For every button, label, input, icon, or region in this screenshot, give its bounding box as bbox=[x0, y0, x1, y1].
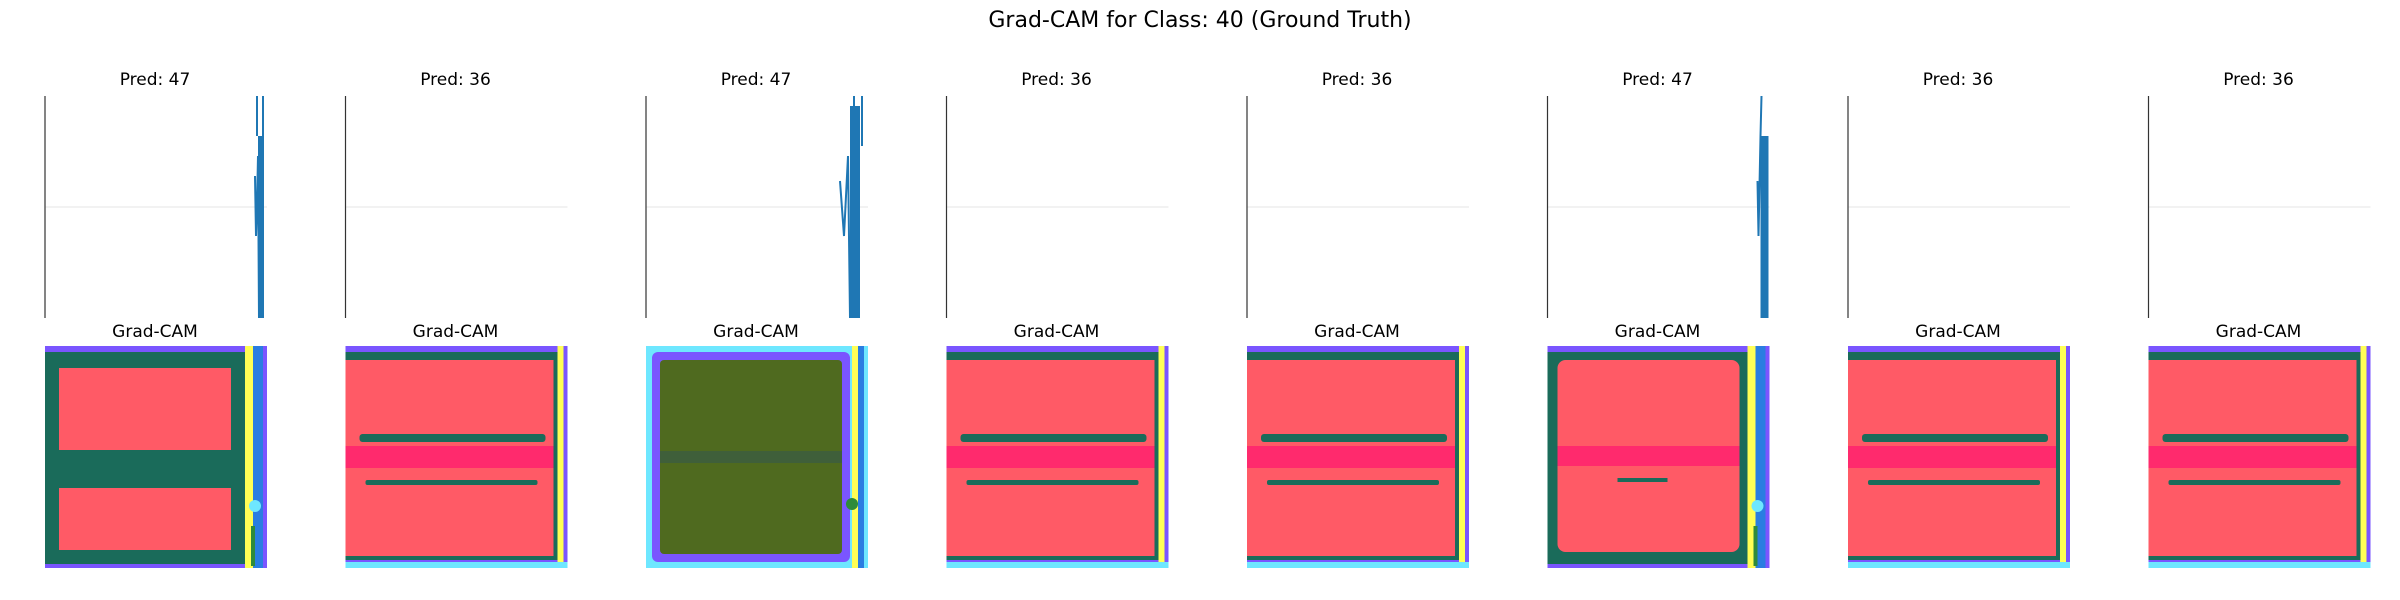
heatmap-edge-detail bbox=[1753, 526, 1758, 566]
gradcam-panel-6 bbox=[1547, 346, 1770, 568]
heatmap-band bbox=[1557, 446, 1740, 466]
heatmap-band bbox=[946, 446, 1155, 468]
heatmap-stripe bbox=[1267, 480, 1439, 485]
pred-label-7: Pred: 36 bbox=[1922, 70, 1994, 90]
pred-label-6: Pred: 47 bbox=[1622, 70, 1693, 90]
heatmap-stripe bbox=[2162, 434, 2349, 442]
pred-label-2: Pred: 36 bbox=[420, 70, 491, 90]
heatmap-red-block bbox=[59, 368, 231, 450]
signal-panel-3 bbox=[645, 96, 868, 319]
heatmap-edge bbox=[858, 346, 864, 568]
heatmap-red-block bbox=[59, 488, 231, 550]
heatmap-stripe bbox=[1617, 478, 1668, 482]
signal-panel-8 bbox=[2147, 96, 2371, 318]
signal-trace bbox=[1756, 95, 1763, 237]
gradcam-label-6: Grad-CAM bbox=[1614, 322, 1701, 342]
heatmap-bottom-edge bbox=[946, 562, 1169, 568]
heatmap-stripe bbox=[966, 480, 1139, 485]
signal-panel-4 bbox=[945, 96, 1169, 318]
heatmap-stripe bbox=[1261, 434, 1447, 442]
heatmap-stripe bbox=[1862, 434, 2048, 442]
gradcam-panel-5 bbox=[1247, 346, 1469, 568]
signal-trace bbox=[839, 155, 851, 319]
heatmap-stripe bbox=[359, 434, 546, 442]
heatmap-band bbox=[2148, 446, 2357, 468]
heatmap-edge bbox=[253, 346, 263, 568]
gradcam-label-4: Grad-CAM bbox=[1013, 322, 1100, 342]
gradcam-label-5: Grad-CAM bbox=[1314, 322, 1400, 342]
signal-trace bbox=[258, 136, 262, 318]
gradcam-label-3: Grad-CAM bbox=[713, 322, 799, 342]
heatmap-bottom-edge bbox=[345, 562, 568, 568]
pred-label-3: Pred: 47 bbox=[720, 70, 792, 90]
signal-panel-7 bbox=[1847, 96, 2070, 318]
heatmap-edge bbox=[2360, 346, 2367, 568]
gradcam-panel-3 bbox=[646, 346, 868, 568]
heatmap-edge bbox=[557, 346, 564, 568]
heatmap-spot bbox=[249, 500, 261, 512]
heatmap-band bbox=[345, 446, 554, 468]
figure-title: Grad-CAM for Class: 40 (Ground Truth) bbox=[988, 8, 1412, 33]
gradcam-label-8: Grad-CAM bbox=[2215, 322, 2302, 342]
heatmap-edge bbox=[1755, 346, 1766, 568]
heatmap-bottom-edge bbox=[1848, 562, 2070, 568]
heatmap-band bbox=[1247, 446, 1455, 468]
heatmap-stripe bbox=[1868, 480, 2040, 485]
heatmap-edge bbox=[2060, 346, 2066, 568]
signal-trace bbox=[1760, 136, 1769, 318]
pred-label-1: Pred: 47 bbox=[119, 70, 191, 90]
signal-panel-6 bbox=[1546, 95, 1770, 318]
gradcam-panel-7 bbox=[1848, 346, 2070, 568]
heatmap-edge bbox=[1158, 346, 1165, 568]
pred-label-5: Pred: 36 bbox=[1321, 70, 1393, 90]
heatmap-edge bbox=[245, 346, 253, 568]
signal-trace bbox=[850, 106, 860, 318]
signal-panel-2 bbox=[344, 96, 568, 318]
heatmap-edge bbox=[1459, 346, 1465, 568]
heatmap-stripe bbox=[365, 480, 538, 485]
heatmap-edge bbox=[852, 346, 858, 568]
heatmap-spot bbox=[1751, 500, 1764, 512]
gradcam-panel-4 bbox=[946, 346, 1169, 568]
pred-label-4: Pred: 36 bbox=[1021, 70, 1092, 90]
gradcam-label-2: Grad-CAM bbox=[412, 322, 499, 342]
heatmap-edge bbox=[1747, 346, 1756, 568]
gradcam-label-1: Grad-CAM bbox=[112, 322, 198, 342]
heatmap-stripe bbox=[960, 434, 1147, 442]
gradcam-panel-1 bbox=[45, 346, 267, 568]
pred-label-8: Pred: 36 bbox=[2223, 70, 2294, 90]
heatmap-stripe bbox=[2168, 480, 2341, 485]
gradcam-panel-2 bbox=[345, 346, 568, 568]
heatmap-bottom-edge bbox=[1247, 562, 1469, 568]
signal-panel-5 bbox=[1246, 96, 1469, 318]
gradcam-panel-8 bbox=[2148, 346, 2371, 568]
heatmap-bottom-edge bbox=[2148, 562, 2371, 568]
gradcam-label-7: Grad-CAM bbox=[1915, 322, 2001, 342]
heatmap-edge-detail bbox=[251, 526, 255, 566]
heatmap-spot bbox=[846, 498, 858, 510]
heatmap-band bbox=[660, 451, 842, 463]
heatmap-band bbox=[1848, 446, 2056, 468]
signal-panel-1 bbox=[44, 96, 267, 319]
